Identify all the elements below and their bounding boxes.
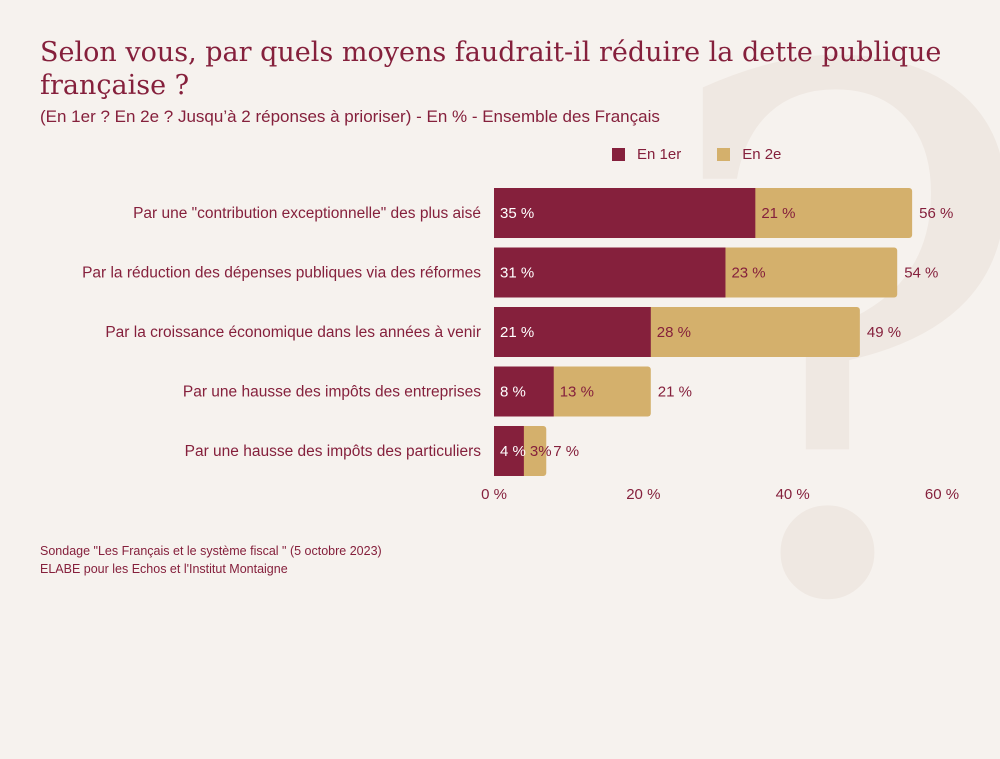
bar-second bbox=[722, 247, 898, 298]
value-label-second: 13 % bbox=[560, 384, 594, 401]
value-label-second: 21 % bbox=[761, 205, 795, 222]
x-tick-label: 40 % bbox=[776, 486, 810, 503]
value-label-second: 23 % bbox=[731, 265, 765, 282]
source-line-1: Sondage "Les Français et le système fisc… bbox=[40, 544, 382, 558]
legend-swatch-first bbox=[612, 148, 625, 161]
x-tick-label: 60 % bbox=[925, 486, 959, 503]
value-label-first: 35 % bbox=[500, 205, 534, 222]
total-label: 7 % bbox=[553, 443, 579, 460]
bar-first bbox=[494, 426, 524, 476]
category-label: Par la croissance économique dans les an… bbox=[105, 324, 481, 341]
legend-label-first: En 1er bbox=[637, 146, 682, 163]
x-tick-label: 0 % bbox=[481, 486, 507, 503]
legend: En 1er En 2e bbox=[612, 146, 781, 163]
bar-first bbox=[494, 366, 554, 417]
bar-first bbox=[494, 307, 651, 357]
value-label-second: 28 % bbox=[657, 324, 691, 341]
bar-second bbox=[752, 188, 913, 238]
total-label: 56 % bbox=[919, 205, 953, 222]
value-label-first: 4 % bbox=[500, 443, 526, 460]
category-label: Par une hausse des impôts des particulie… bbox=[185, 443, 482, 460]
bar-second bbox=[520, 426, 547, 476]
legend-item-second: En 2e bbox=[717, 146, 781, 163]
legend-swatch-second bbox=[717, 148, 731, 161]
stacked-bar-chart: Par une "contribution exceptionnelle" de… bbox=[82, 188, 959, 503]
bar-second bbox=[550, 366, 651, 417]
value-label-first: 21 % bbox=[500, 324, 534, 341]
value-label-second: 3% bbox=[530, 443, 552, 460]
chart-title: Selon vous, par quels moyens faudrait-il… bbox=[40, 37, 942, 101]
bar-first bbox=[494, 188, 756, 238]
legend-item-first: En 1er bbox=[612, 146, 681, 163]
legend-label-second: En 2e bbox=[742, 146, 782, 163]
source-line-2: ELABE pour les Echos et l'Institut Monta… bbox=[40, 562, 288, 576]
bar-first bbox=[494, 247, 726, 298]
category-label: Par une "contribution exceptionnelle" de… bbox=[133, 205, 481, 222]
category-label: Par une hausse des impôts des entreprise… bbox=[183, 384, 481, 401]
x-tick-label: 20 % bbox=[626, 486, 660, 503]
source-note: Sondage "Les Français et le système fisc… bbox=[40, 542, 382, 578]
total-label: 21 % bbox=[658, 384, 692, 401]
bar-second bbox=[647, 307, 860, 357]
chart-subtitle: (En 1er ? En 2e ? Jusqu’à 2 réponses à p… bbox=[40, 107, 660, 126]
value-label-first: 31 % bbox=[500, 265, 534, 282]
category-label: Par la réduction des dépenses publiques … bbox=[82, 265, 481, 282]
total-label: 49 % bbox=[867, 324, 901, 341]
value-label-first: 8 % bbox=[500, 384, 526, 401]
total-label: 54 % bbox=[904, 265, 938, 282]
